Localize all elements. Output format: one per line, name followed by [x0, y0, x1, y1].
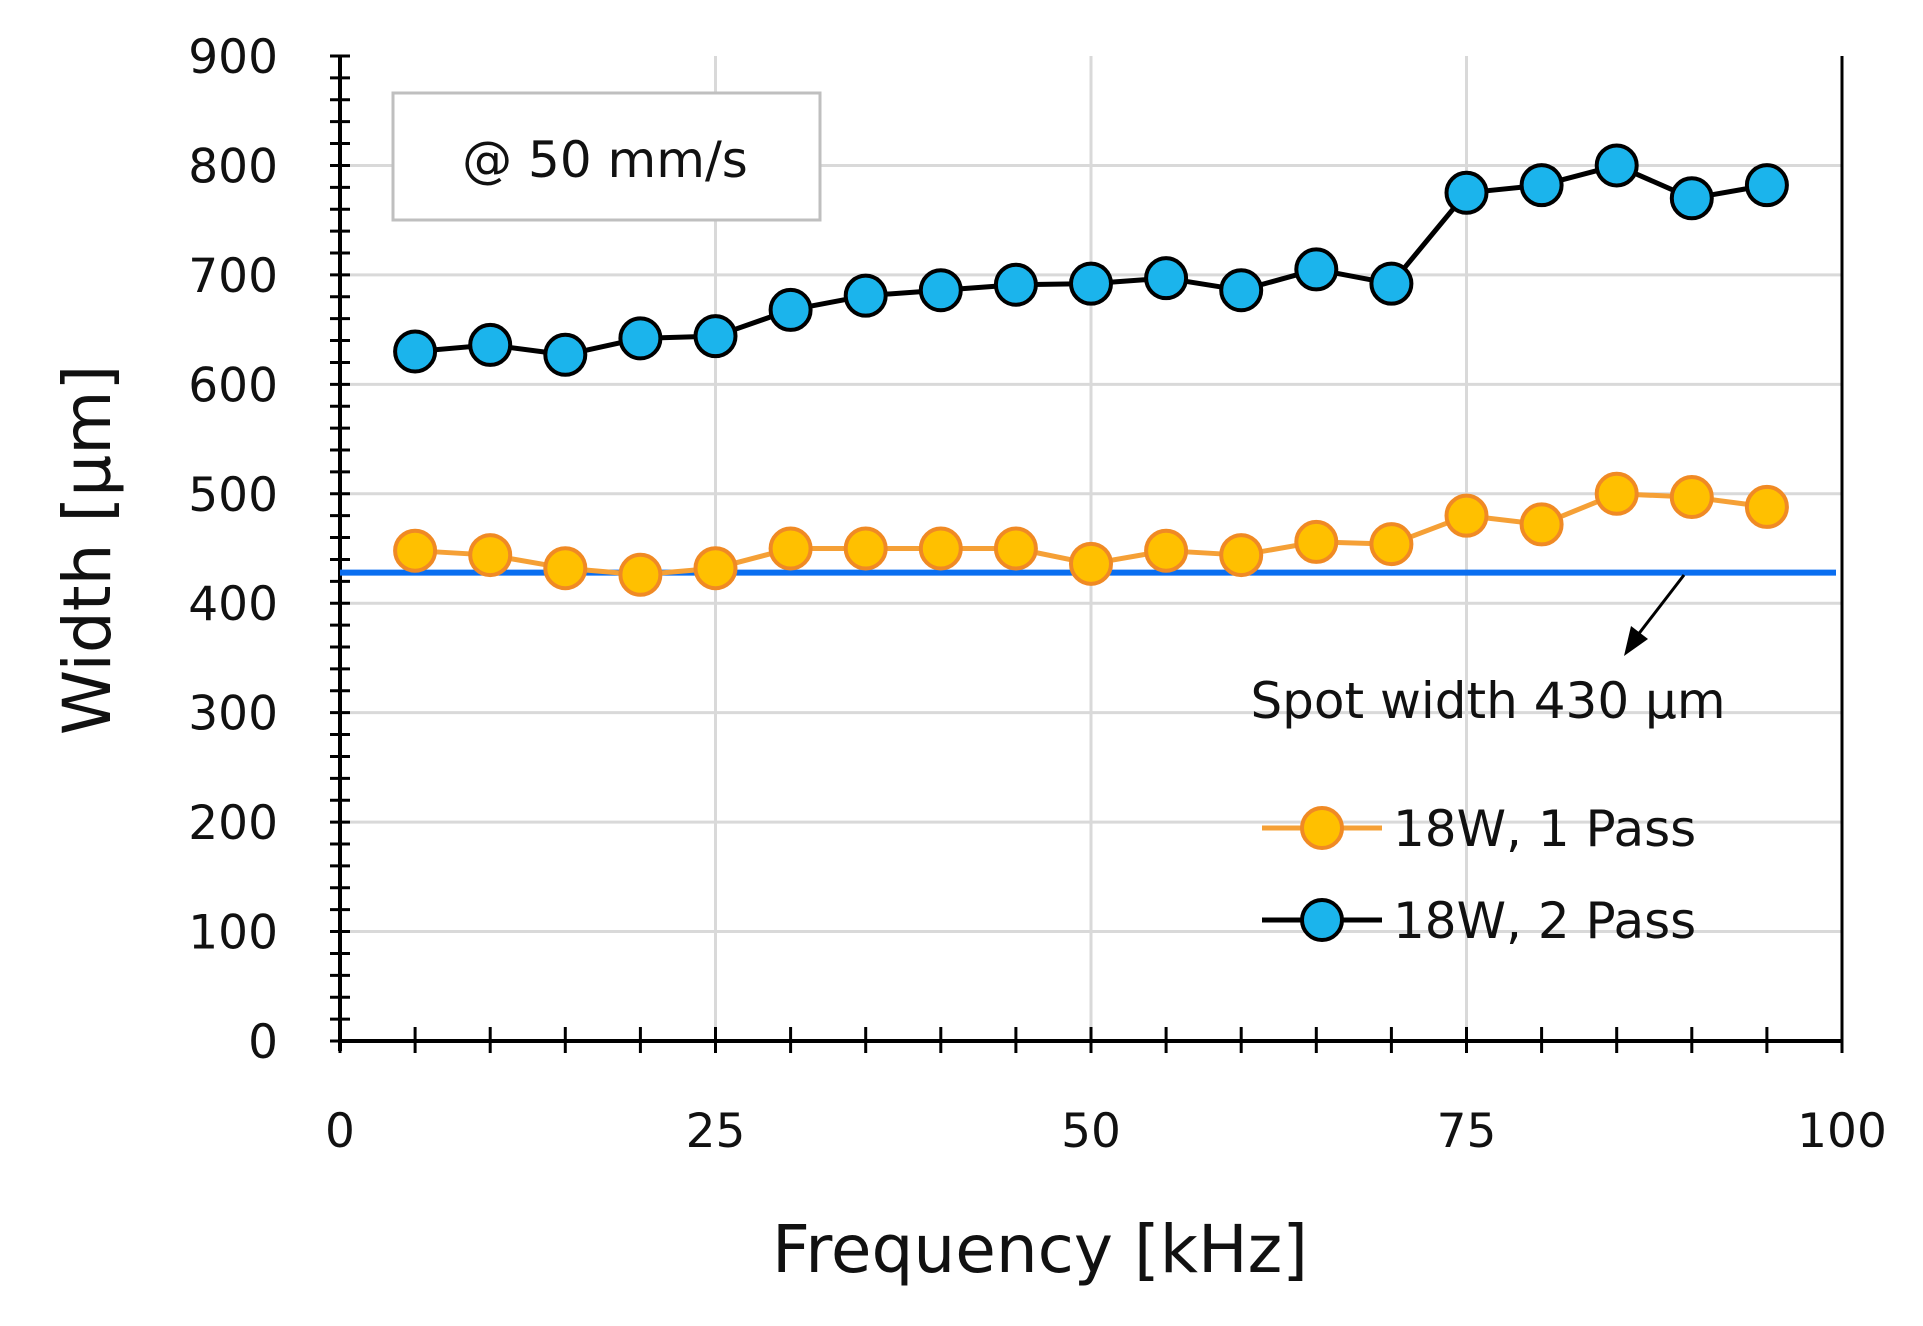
- series-1: [393, 471, 1789, 597]
- data-point: [1294, 247, 1339, 292]
- data-point: [768, 526, 813, 571]
- y-tick-labels: 0 100 200 300 400 500 600 700 800 900: [188, 30, 278, 1070]
- annotation-box: @ 50 mm/s: [391, 91, 822, 222]
- y-tick-label: 100: [188, 906, 278, 961]
- data-point: [1594, 471, 1639, 516]
- reference-annotation: Spot width 430 µm: [1250, 574, 1726, 730]
- series-2: [393, 143, 1789, 377]
- legend-label: 18W, 1 Pass: [1393, 800, 1696, 858]
- data-point: [1444, 170, 1489, 215]
- x-tick-label: 75: [1437, 1104, 1497, 1159]
- data-point: [993, 262, 1038, 307]
- data-point: [1069, 261, 1113, 306]
- y-tick-label: 600: [188, 358, 278, 413]
- data-point: [1069, 541, 1113, 586]
- data-point: [1519, 163, 1564, 208]
- series-layer: [393, 143, 1789, 597]
- data-point: [618, 552, 663, 597]
- axes: [338, 56, 1844, 1051]
- reference-arrow: [1632, 574, 1686, 641]
- data-point: [1144, 256, 1189, 301]
- y-tick-label: 800: [188, 139, 278, 194]
- data-point: [543, 332, 588, 377]
- data-point: [993, 526, 1038, 571]
- data-point: [468, 322, 513, 367]
- x-tick-label: 25: [686, 1104, 746, 1159]
- data-point: [1744, 163, 1789, 208]
- y-tick-label: 200: [188, 796, 278, 851]
- x-tick-label: 0: [325, 1104, 355, 1159]
- data-point: [768, 287, 813, 332]
- data-point: [1669, 475, 1714, 520]
- data-point: [693, 314, 738, 359]
- data-point: [393, 329, 438, 374]
- data-point: [1744, 484, 1789, 529]
- data-point: [543, 546, 588, 591]
- annotation-box-text: @ 50 mm/s: [462, 131, 748, 189]
- data-point: [1519, 502, 1564, 547]
- y-tick-label: 900: [188, 30, 278, 85]
- reference-arrowhead: [1624, 626, 1648, 656]
- legend-marker: [1300, 806, 1344, 850]
- y-tick-label: 700: [188, 249, 278, 304]
- legend: 18W, 1 Pass 18W, 2 Pass: [1262, 800, 1696, 950]
- legend-marker: [1300, 898, 1344, 942]
- x-tick-label: 50: [1061, 1104, 1121, 1159]
- y-axis-title: Width [µm]: [49, 365, 126, 736]
- data-point: [468, 533, 513, 578]
- data-point: [1219, 533, 1264, 578]
- x-axis-title: Frequency [kHz]: [772, 1211, 1308, 1288]
- y-tick-label: 300: [188, 687, 278, 742]
- data-point: [918, 268, 963, 313]
- data-point: [1444, 493, 1489, 538]
- data-point: [1294, 519, 1339, 564]
- y-tick-label: 500: [188, 468, 278, 523]
- legend-entry-2: 18W, 2 Pass: [1262, 892, 1696, 950]
- data-point: [393, 528, 438, 573]
- y-tick-label: 0: [248, 1015, 278, 1070]
- data-point: [843, 526, 888, 571]
- reference-label: Spot width 430 µm: [1250, 672, 1725, 730]
- data-point: [1219, 268, 1264, 313]
- data-point: [1369, 261, 1414, 306]
- data-point: [1594, 143, 1639, 188]
- data-point: [918, 526, 963, 571]
- data-point: [693, 546, 738, 591]
- x-tick-labels: 0 25 50 75 100: [325, 1104, 1887, 1159]
- grid-lines: [340, 56, 1842, 1041]
- data-point: [1669, 176, 1714, 221]
- data-point: [843, 273, 888, 318]
- x-tick-label: 100: [1797, 1104, 1887, 1159]
- legend-entry-1: 18W, 1 Pass: [1262, 800, 1696, 858]
- data-point: [1369, 522, 1414, 567]
- y-tick-label: 400: [188, 577, 278, 632]
- legend-label: 18W, 2 Pass: [1393, 892, 1696, 950]
- data-point: [1144, 528, 1189, 573]
- data-point: [618, 316, 663, 361]
